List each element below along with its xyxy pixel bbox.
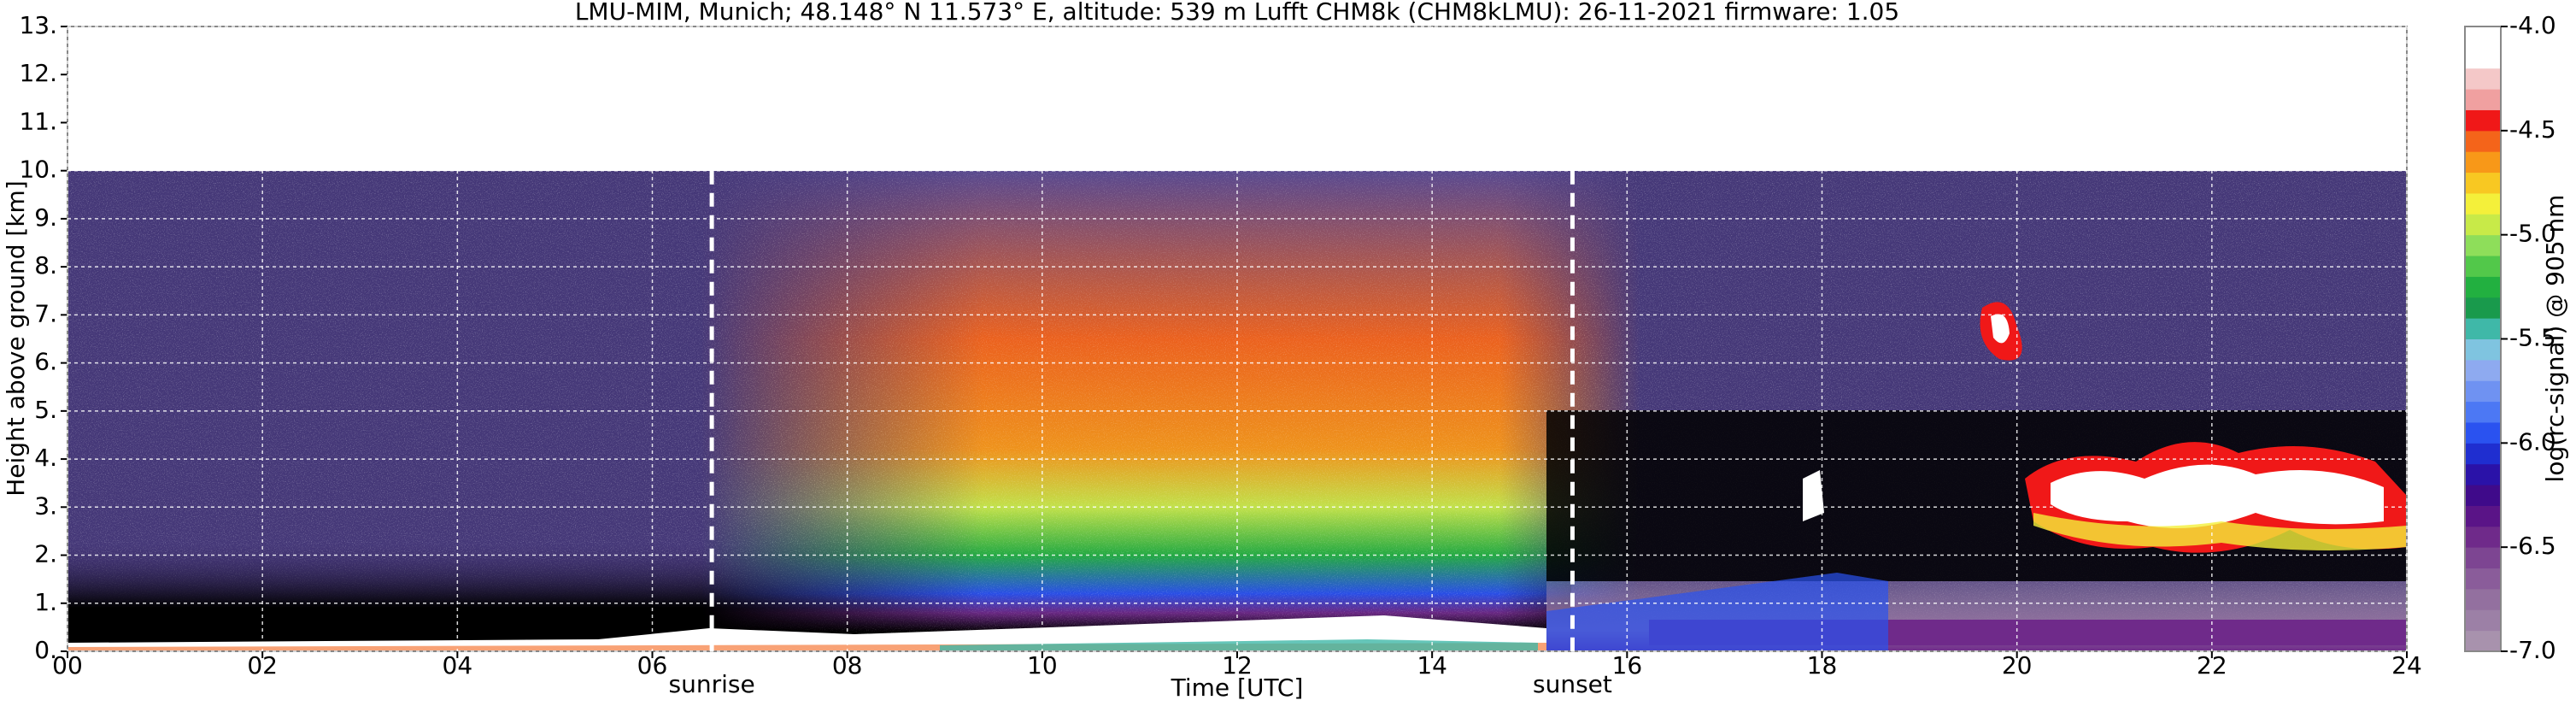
y-tick-label: 0. [34,636,57,664]
colorbar-tick-label: -6.0 [2509,427,2556,456]
x-tick-label: 12 [1222,651,1253,680]
colorbar-swatch [2465,609,2501,632]
colorbar-tick-label: -5.5 [2509,324,2556,352]
chart-title: LMU-MIM, Munich; 48.148° N 11.573° E, al… [575,0,1899,26]
colorbar-swatch [2465,568,2501,590]
colorbar-swatch [2465,505,2501,527]
x-tick-label: 08 [832,651,863,680]
colorbar-swatch [2465,256,2501,277]
y-axis-label: Height above ground [km] [2,180,30,497]
colorbar-tick-label: -4.5 [2509,115,2556,144]
colorbar-swatch [2465,89,2501,110]
x-tick-label: 18 [1807,651,1838,680]
colorbar-swatch [2465,130,2501,152]
y-tick-label: 10. [19,156,57,184]
colorbar-swatch [2465,463,2501,485]
colorbar-swatch [2465,47,2501,69]
colorbar-swatch [2465,380,2501,403]
x-axis-label: Time [UTC] [1171,674,1304,702]
colorbar-swatch [2465,26,2501,48]
x-tick-label: 02 [247,651,278,680]
sun-label: sunrise [668,670,754,698]
x-tick-label: 20 [2002,651,2033,680]
x-tick-label: 06 [637,651,668,680]
colorbar-swatch [2465,359,2501,381]
x-tick-label: 14 [1417,651,1447,680]
colorbar-swatch [2465,547,2501,569]
colorbar-swatch [2465,276,2501,298]
colorbar-tick-label: -5.0 [2509,220,2556,248]
y-tick-label: 1. [34,588,57,616]
colorbar-swatch [2465,68,2501,90]
y-tick-label: 8. [34,251,57,279]
colorbar-swatch [2465,214,2501,236]
colorbar-swatch [2465,109,2501,132]
colorbar-swatch [2465,588,2501,610]
sun-label: sunset [1533,670,1612,698]
colorbar-swatch [2465,421,2501,444]
colorbar-swatch [2465,526,2501,548]
x-tick-label: 04 [443,651,473,680]
x-tick-label: 24 [2391,651,2422,680]
x-tick-label: 00 [52,651,83,680]
y-tick-label: 4. [34,444,57,472]
y-tick-label: 13. [19,11,57,39]
colorbar-swatch [2465,338,2501,361]
colorbar-swatch [2465,443,2501,465]
y-tick-label: 9. [34,203,57,232]
y-tick-label: 11. [19,107,57,135]
colorbar-swatch [2465,151,2501,174]
colorbar-swatch [2465,630,2501,652]
colorbar-swatch [2465,297,2501,319]
colorbar-swatch [2465,234,2501,256]
x-tick-label: 10 [1027,651,1058,680]
y-tick-label: 6. [34,348,57,376]
y-tick-label: 7. [34,299,57,327]
colorbar-swatch [2465,318,2501,339]
colorbar-swatch [2465,485,2501,506]
y-tick-label: 5. [34,396,57,424]
x-tick-label: 16 [1612,651,1643,680]
colorbar-swatch [2465,192,2501,215]
y-tick-label: 3. [34,491,57,520]
colorbar-tick-label: -7.0 [2509,636,2556,664]
colorbar-label: log(rc-signal) @ 905 nm [2541,195,2569,483]
colorbar-swatch [2465,401,2501,423]
colorbar-tick-label: -4.0 [2509,11,2556,39]
y-tick-label: 12. [19,59,57,87]
x-tick-label: 22 [2197,651,2227,680]
colorbar-swatch [2465,172,2501,194]
colorbar-tick-label: -6.5 [2509,532,2556,560]
y-tick-label: 2. [34,540,57,568]
